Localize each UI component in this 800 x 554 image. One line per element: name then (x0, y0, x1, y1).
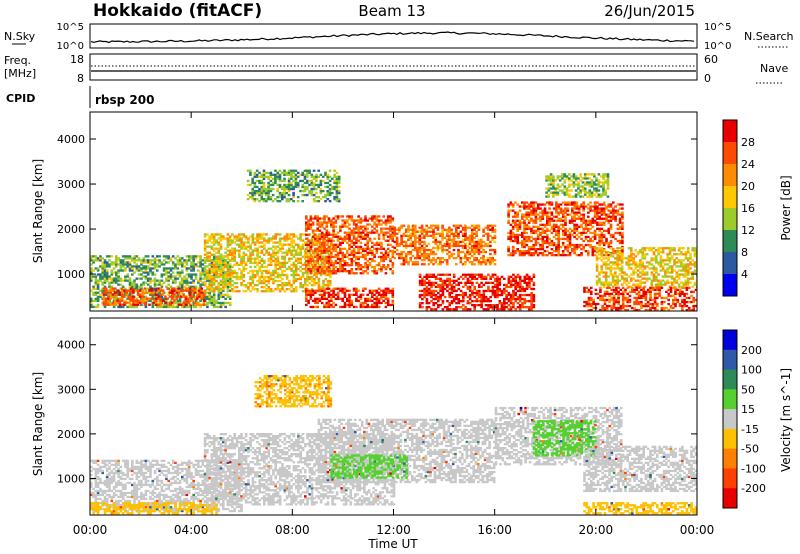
nsky-tick-top: 10^5 (57, 22, 84, 33)
power-colorbar-tick: 8 (741, 246, 748, 259)
velocity-colorbar-swatch (723, 330, 737, 351)
nsearch-tick-bottom: 10^0 (704, 41, 731, 52)
date-title: 26/Jun/2015 (604, 2, 695, 20)
beam-title: Beam 13 (358, 2, 425, 20)
x-tick-label: 08:00 (275, 523, 310, 537)
power-region (246, 169, 341, 203)
x-axis-label: Time UT (367, 537, 418, 551)
power-region (305, 287, 395, 309)
station-title: Hokkaido (fitACF) (93, 1, 262, 21)
power-region (545, 173, 610, 198)
velocity-colorbar-tick: 200 (741, 344, 762, 357)
velocity-colorbar-swatch (723, 428, 737, 450)
power-region (583, 286, 697, 311)
power-colorbar-frame (722, 119, 738, 297)
velocity-colorbar-swatch (723, 389, 737, 410)
velocity-colorbar-swatch (723, 349, 737, 371)
freq-panel: Freq. [MHz] 18 8 60 0 Nave (4, 53, 788, 85)
x-tick-label: 16:00 (477, 523, 512, 537)
nave-tick-top: 60 (704, 53, 718, 66)
velocity-colorbar-tick: -15 (741, 423, 759, 436)
velocity-y-axis-label: Slant Range [km] (31, 372, 45, 476)
power-y-tick-label: 2000 (57, 223, 85, 236)
power-region (305, 215, 395, 275)
velocity-colorbar-swatch (723, 409, 737, 430)
power-colorbar-swatch (723, 274, 737, 297)
velocity-colorbar-tick: -200 (741, 482, 766, 495)
nsky-label: N.Sky (4, 30, 36, 43)
velocity-colorbar-swatch (723, 369, 737, 390)
power-y-tick-label: 1000 (57, 268, 85, 281)
velocity-colorbar-swatch (723, 468, 737, 489)
power-y-tick-label: 4000 (57, 133, 85, 146)
power-region (102, 287, 206, 306)
power-colorbar-swatch (723, 230, 737, 253)
power-region (595, 247, 697, 288)
nave-tick-bottom: 0 (704, 72, 711, 85)
power-colorbar-swatch (723, 142, 737, 165)
freq-tick-top: 18 (70, 53, 84, 66)
velocity-y-tick-label: 1000 (57, 472, 85, 485)
velocity-colorbar-tick: -100 (741, 462, 766, 475)
velocity-y-tick-label: 2000 (57, 428, 85, 441)
velocity-colorbar-tick: 15 (741, 403, 755, 416)
power-colorbar-swatch (723, 252, 737, 275)
velocity-colorbar-tick: 50 (741, 383, 755, 396)
cpid-label: CPID (6, 92, 35, 105)
power-region (393, 224, 497, 266)
power-region (418, 273, 536, 311)
power-colorbar-tick: 16 (741, 202, 755, 215)
velocity-panel: 1000 2000 3000 4000 200 100 50 15 -15 -50 -100 -200 (57, 317, 766, 516)
nsearch-tick-top: 10^5 (704, 22, 731, 33)
velocity-region (330, 454, 408, 479)
power-colorbar-tick: 12 (741, 224, 755, 237)
x-tick-label: 00:00 (73, 523, 108, 537)
power-colorbar-tick: 20 (741, 180, 755, 193)
freq-label-2: [MHz] (4, 67, 36, 80)
velocity-y-tick-label: 4000 (57, 339, 85, 352)
power-colorbar-label: Power [dB] (779, 175, 793, 240)
velocity-colorbar-swatch (723, 488, 737, 509)
velocity-colorbar-label: Velocity [m s^-1] (779, 368, 793, 472)
velocity-colorbar-tick: -50 (741, 443, 759, 456)
freq-label-1: Freq. (4, 54, 31, 67)
velocity-colorbar-frame (722, 329, 738, 509)
velocity-region (532, 420, 597, 457)
velocity-y-tick-label: 3000 (57, 383, 85, 396)
velocity-region (254, 375, 333, 408)
power-colorbar-swatch (723, 120, 737, 143)
nsky-panel: N.Sky 10^5 10^0 10^5 10^0 N.Search (4, 22, 794, 52)
power-colorbar-swatch (723, 164, 737, 187)
power-colorbar-tick: 4 (741, 268, 748, 281)
freq-tick-bottom: 8 (77, 72, 84, 85)
x-tick-label: 20:00 (579, 523, 614, 537)
velocity-region (90, 502, 218, 515)
cpid-value: rbsp 200 (95, 93, 154, 107)
power-colorbar-tick: 24 (741, 158, 755, 171)
x-tick-label: 12:00 (376, 523, 411, 537)
x-axis: 00:00 04:00 08:00 12:00 16:00 20:00 00:00 (73, 523, 715, 537)
power-y-axis-label: Slant Range [km] (31, 159, 45, 263)
velocity-colorbar-swatch (723, 448, 737, 469)
power-colorbar-swatch (723, 186, 737, 209)
nsky-trace (90, 31, 695, 44)
nsearch-label: N.Search (744, 30, 794, 43)
power-region (507, 201, 624, 257)
x-tick-label: 00:00 (680, 523, 715, 537)
nsky-tick-bottom: 10^0 (57, 41, 84, 52)
power-colorbar-swatch (723, 208, 737, 231)
velocity-region (583, 502, 697, 515)
power-panel: 1000 2000 3000 4000 28 24 20 16 12 8 4 (57, 111, 755, 312)
power-heatmap-cells (90, 169, 697, 311)
velocity-region (583, 445, 697, 493)
nave-label: Nave (760, 62, 788, 75)
power-y-tick-label: 3000 (57, 178, 85, 191)
x-tick-label: 04:00 (174, 523, 209, 537)
velocity-colorbar-tick: 100 (741, 364, 762, 377)
power-colorbar-tick: 28 (741, 136, 755, 149)
velocity-heatmap-cells (90, 375, 697, 515)
